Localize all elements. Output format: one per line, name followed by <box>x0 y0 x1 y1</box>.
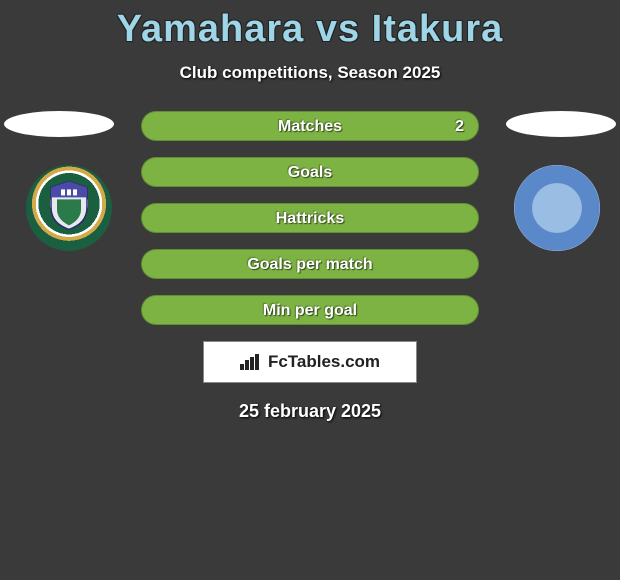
stat-row-goals: Goals <box>141 157 479 187</box>
player-base-right <box>506 111 616 137</box>
stat-label: Matches <box>278 118 342 135</box>
brand-box[interactable]: FcTables.com <box>203 341 417 383</box>
stat-label: Goals <box>288 164 332 181</box>
stat-label: Hattricks <box>276 210 344 227</box>
subtitle: Club competitions, Season 2025 <box>0 63 620 83</box>
stat-value-right: 2 <box>455 112 464 142</box>
brand-label: FcTables.com <box>240 352 380 372</box>
stat-label: Min per goal <box>263 302 357 319</box>
date-label: 25 february 2025 <box>0 401 620 422</box>
stat-row-matches: Matches 2 <box>141 111 479 141</box>
comparison-area: Matches 2 Goals Hattricks Goals per matc… <box>0 111 620 422</box>
club-badge-left <box>26 165 112 251</box>
stat-row-gpm: Goals per match <box>141 249 479 279</box>
stat-row-hattricks: Hattricks <box>141 203 479 233</box>
player-base-left <box>4 111 114 137</box>
page-title: Yamahara vs Itakura <box>0 0 620 51</box>
brand-text: FcTables.com <box>268 352 380 372</box>
club-badge-left-graphic <box>26 165 112 251</box>
bar-chart-icon <box>240 354 262 370</box>
stat-label: Goals per match <box>247 256 372 273</box>
club-badge-right-graphic <box>514 165 600 251</box>
stats-list: Matches 2 Goals Hattricks Goals per matc… <box>141 111 479 325</box>
stat-row-mpg: Min per goal <box>141 295 479 325</box>
shield-icon <box>47 179 91 231</box>
club-badge-right <box>514 165 600 251</box>
